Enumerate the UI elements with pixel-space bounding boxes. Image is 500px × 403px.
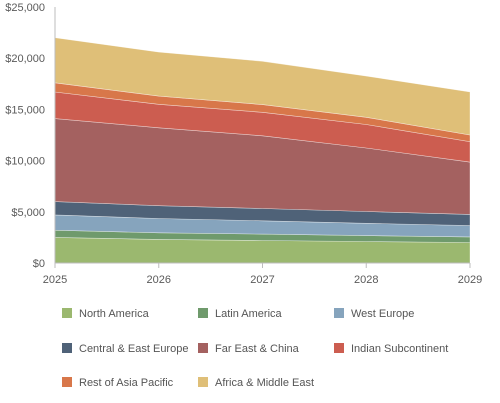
legend-label: Africa & Middle East [215,377,314,389]
legend-item-far-east-and-china: Far East & China [198,343,300,355]
legend-swatch [198,308,208,318]
x-tick-label: 2027 [250,274,274,286]
legend-item-latin-america: Latin America [198,308,283,320]
legend-swatch [334,308,344,318]
legend-swatch [198,377,208,387]
x-axis-ticks: 2025 2026 2027 2028 2029 [43,263,482,286]
legend-swatch [62,308,72,318]
y-tick-label: $5,000 [11,207,45,219]
legend-swatch [62,343,72,353]
legend-item-north-america: North America [62,308,150,320]
x-tick-label: 2029 [458,274,482,286]
legend-label: Indian Subcontinent [351,343,448,355]
legend-swatch [334,343,344,353]
legend-label: Central & East Europe [79,343,188,355]
y-tick-label: $10,000 [5,156,45,168]
y-tick-label: $15,000 [5,104,45,116]
legend-label: North America [79,308,150,320]
legend: North America Latin America West Europe Cen… [62,308,448,389]
area-africa-and-middle-east [54,37,471,136]
legend-item-west-europe: West Europe [334,308,414,320]
x-tick-label: 2028 [354,274,378,286]
legend-label: Rest of Asia Pacific [79,377,174,389]
legend-swatch [62,377,72,387]
legend-item-indian-subcontinent: Indian Subcontinent [334,343,448,355]
areas-layer [54,37,471,264]
legend-item-africa-and-middle-east: Africa & Middle East [198,377,314,389]
legend-label: West Europe [351,308,414,320]
x-tick-label: 2025 [43,274,67,286]
y-tick-label: $25,000 [5,2,45,14]
legend-swatch [198,343,208,353]
legend-label: Latin America [215,308,283,320]
legend-item-central-and-east-europe: Central & East Europe [62,343,188,355]
legend-item-rest-of-asia-pacific: Rest of Asia Pacific [62,377,174,389]
y-tick-label: $0 [33,258,45,270]
y-axis-ticks: $0 $5,000 $10,000 $15,000 $20,000 $25,000 [5,2,45,270]
y-tick-label: $20,000 [5,53,45,65]
legend-label: Far East & China [215,343,300,355]
x-tick-label: 2026 [147,274,171,286]
